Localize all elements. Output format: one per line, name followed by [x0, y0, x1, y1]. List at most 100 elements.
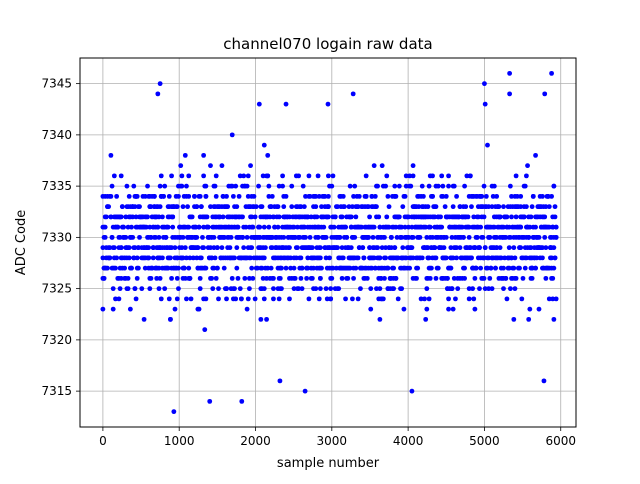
data-point: [203, 265, 209, 271]
data-point: [117, 286, 123, 292]
data-point: [513, 173, 519, 179]
data-point: [440, 193, 446, 199]
data-point: [400, 204, 406, 210]
data-point: [292, 234, 298, 240]
data-point: [325, 173, 331, 179]
data-point: [190, 255, 196, 261]
data-point: [524, 173, 529, 179]
data-point: [490, 193, 496, 199]
data-point: [457, 204, 463, 210]
data-point: [435, 183, 441, 189]
data-point: [382, 275, 387, 281]
data-point: [529, 265, 535, 271]
data-point: [225, 204, 231, 210]
data-point: [263, 245, 268, 251]
data-point: [214, 245, 220, 251]
data-point: [509, 255, 514, 261]
data-point: [450, 306, 456, 312]
data-point: [330, 173, 336, 179]
data-point: [491, 224, 497, 230]
data-point: [553, 234, 559, 240]
data-point: [375, 245, 380, 251]
data-point: [393, 275, 399, 281]
data-point: [533, 265, 538, 271]
data-point: [219, 245, 225, 251]
data-point: [179, 183, 185, 189]
data-point: [450, 255, 456, 261]
data-point: [203, 183, 209, 189]
data-point: [466, 224, 472, 230]
data-point: [288, 255, 294, 261]
data-point: [371, 255, 377, 261]
data-point: [299, 286, 305, 292]
data-point: [433, 255, 439, 261]
data-point: [148, 204, 154, 210]
data-point: [474, 234, 480, 240]
data-point: [126, 255, 132, 261]
data-point: [168, 316, 173, 322]
y-tick-label: 7315: [41, 384, 72, 398]
data-point: [402, 224, 408, 230]
data-point: [325, 214, 331, 220]
data-point: [244, 306, 250, 312]
data-point-outlier: [171, 409, 177, 415]
data-point: [204, 214, 210, 220]
data-point: [245, 173, 251, 179]
data-point: [134, 255, 140, 261]
data-point: [449, 286, 455, 292]
data-point: [528, 245, 534, 251]
data-point: [213, 173, 219, 179]
data-point: [186, 265, 192, 271]
data-point: [241, 173, 247, 179]
data-point: [521, 214, 527, 220]
data-point: [162, 183, 168, 189]
data-point: [319, 265, 324, 271]
data-point: [473, 265, 479, 271]
data-point: [432, 214, 438, 220]
data-point: [406, 234, 411, 240]
data-point: [131, 183, 137, 189]
y-tick-label: 7335: [41, 179, 72, 193]
data-point: [124, 183, 130, 189]
data-point: [424, 234, 430, 240]
data-point: [451, 183, 457, 189]
data-point: [529, 275, 535, 281]
data-point: [187, 275, 193, 281]
data-point: [221, 265, 227, 271]
data-point: [281, 204, 287, 210]
data-point: [486, 255, 492, 261]
data-point: [211, 234, 217, 240]
data-point: [540, 245, 545, 251]
data-point: [271, 296, 276, 302]
data-point: [297, 234, 303, 240]
data-point: [194, 204, 200, 210]
data-point: [526, 316, 532, 322]
data-point: [208, 163, 213, 169]
data-point: [100, 306, 106, 312]
data-point: [481, 275, 487, 281]
data-point: [540, 255, 545, 261]
data-point: [107, 245, 113, 251]
data-point: [142, 193, 148, 199]
data-point: [433, 275, 439, 281]
data-point: [145, 214, 150, 220]
data-point: [249, 245, 255, 251]
y-tick-label: 7345: [41, 77, 72, 91]
data-point: [335, 245, 340, 251]
data-point: [258, 316, 264, 322]
y-axis-ticks: 7315 7320 7325 7330 7335 7340 7345: [41, 77, 80, 398]
data-point: [551, 265, 557, 271]
data-point: [244, 234, 250, 240]
data-point: [384, 214, 390, 220]
data-point: [498, 255, 504, 261]
data-point: [216, 286, 221, 292]
data-point: [152, 193, 157, 199]
data-point: [546, 224, 552, 230]
data-point: [305, 214, 311, 220]
data-point: [355, 204, 361, 210]
data-point: [420, 193, 426, 199]
data-point: [234, 245, 240, 251]
data-point: [137, 234, 142, 240]
data-point: [329, 275, 335, 281]
data-point-outlier: [207, 398, 213, 404]
